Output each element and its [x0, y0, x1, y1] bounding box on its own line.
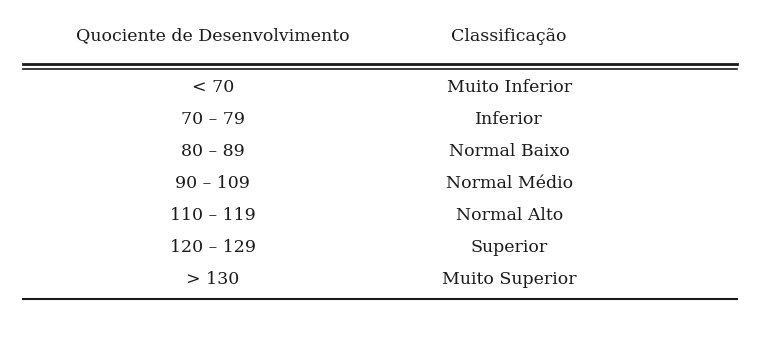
Text: Muito Inferior: Muito Inferior	[447, 79, 572, 96]
Text: Muito Superior: Muito Superior	[442, 271, 577, 288]
Text: Normal Alto: Normal Alto	[455, 207, 563, 224]
Text: Normal Baixo: Normal Baixo	[449, 143, 569, 160]
Text: Superior: Superior	[470, 239, 548, 256]
Text: 110 – 119: 110 – 119	[170, 207, 255, 224]
Text: Inferior: Inferior	[475, 111, 543, 128]
Text: Normal Médio: Normal Médio	[445, 175, 573, 192]
Text: < 70: < 70	[192, 79, 234, 96]
Text: 90 – 109: 90 – 109	[176, 175, 250, 192]
Text: > 130: > 130	[186, 271, 239, 288]
Text: Classificação: Classificação	[451, 28, 567, 45]
Text: Quociente de Desenvolvimento: Quociente de Desenvolvimento	[76, 28, 350, 45]
Text: 70 – 79: 70 – 79	[181, 111, 245, 128]
Text: 120 – 129: 120 – 129	[169, 239, 256, 256]
Text: 80 – 89: 80 – 89	[181, 143, 245, 160]
